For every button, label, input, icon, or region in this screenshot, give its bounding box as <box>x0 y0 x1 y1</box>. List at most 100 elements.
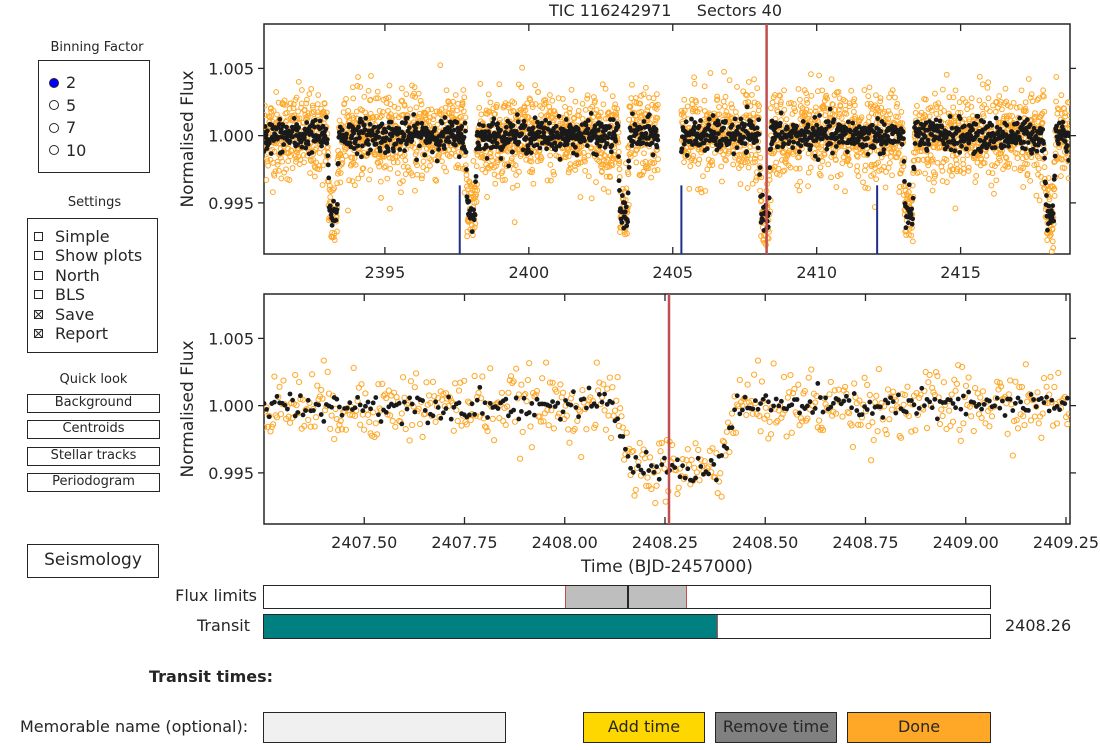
raw-point <box>929 158 935 165</box>
binned-point <box>376 134 382 140</box>
raw-point <box>651 167 658 174</box>
raw-point <box>403 91 410 98</box>
binned-point <box>1043 180 1048 186</box>
raw-point <box>1016 104 1023 110</box>
raw-point <box>779 157 785 163</box>
raw-point <box>385 94 392 101</box>
raw-point <box>980 113 987 120</box>
binning-option-2[interactable]: 2 <box>49 73 76 92</box>
raw-point <box>401 102 408 109</box>
radio-button-icon[interactable] <box>49 122 59 133</box>
raw-point <box>584 92 591 99</box>
raw-point <box>824 95 830 102</box>
setting-report[interactable]: Report <box>34 324 108 343</box>
setting-north[interactable]: North <box>34 266 100 285</box>
raw-point <box>697 185 704 192</box>
raw-point <box>796 154 803 160</box>
binning-option-7[interactable]: 7 <box>49 118 76 137</box>
binning-option-5[interactable]: 5 <box>49 96 76 115</box>
raw-point <box>949 172 955 179</box>
raw-point <box>744 158 751 165</box>
raw-point <box>1054 105 1061 112</box>
raw-point <box>726 77 733 84</box>
checkbox-icon[interactable] <box>34 290 43 300</box>
binned-point <box>279 149 285 155</box>
raw-point <box>610 155 617 162</box>
binned-point <box>978 149 984 154</box>
raw-point <box>719 178 725 185</box>
raw-point <box>391 103 398 110</box>
raw-point <box>909 238 916 245</box>
binned-point <box>368 147 373 153</box>
raw-point <box>350 95 357 102</box>
binned-point <box>655 137 661 143</box>
setting-bls[interactable]: BLS <box>34 285 85 304</box>
raw-point <box>460 87 467 93</box>
stellar-tracks-button[interactable]: Stellar tracks <box>27 446 160 466</box>
raw-point <box>885 116 892 122</box>
x-tick-label: 2409.00 <box>933 533 999 552</box>
raw-point <box>394 153 401 160</box>
binned-point <box>654 144 660 150</box>
raw-point <box>836 95 843 102</box>
raw-point <box>752 152 759 159</box>
setting-simple[interactable]: Simple <box>34 227 110 246</box>
raw-point <box>837 103 844 110</box>
raw-point <box>808 71 814 78</box>
raw-point <box>989 170 996 177</box>
raw-point <box>637 114 644 121</box>
binned-point <box>608 149 614 155</box>
raw-point <box>716 104 722 110</box>
raw-point <box>1036 155 1043 162</box>
binned-point <box>323 114 329 120</box>
raw-point <box>572 167 579 173</box>
binned-point <box>712 130 717 136</box>
raw-point <box>337 150 344 157</box>
raw-point <box>585 152 592 159</box>
radio-button-icon[interactable] <box>49 100 59 110</box>
periodogram-button[interactable]: Periodogram <box>27 472 160 492</box>
raw-point <box>991 190 997 197</box>
raw-point <box>777 101 784 108</box>
binned-point <box>1005 140 1011 145</box>
raw-point <box>888 90 894 97</box>
binned-point <box>865 151 871 157</box>
raw-point <box>368 73 374 79</box>
raw-point <box>399 178 406 185</box>
raw-point <box>854 168 860 174</box>
centroids-button[interactable]: Centroids <box>27 420 160 440</box>
binned-point <box>869 122 875 128</box>
raw-point <box>813 104 819 111</box>
raw-point <box>927 104 934 111</box>
raw-point <box>382 163 389 170</box>
checkbox-icon[interactable] <box>34 232 43 241</box>
raw-point <box>950 104 957 111</box>
binning-option-10[interactable]: 10 <box>49 141 86 160</box>
checkbox-icon[interactable] <box>34 251 43 261</box>
binned-point <box>833 144 839 149</box>
checkbox-icon[interactable] <box>34 270 43 280</box>
setting-save[interactable]: Save <box>34 305 94 324</box>
raw-point <box>787 164 794 171</box>
binned-point <box>419 120 425 126</box>
raw-point <box>885 108 892 114</box>
binned-point <box>916 126 922 132</box>
raw-point <box>681 107 688 114</box>
raw-point <box>894 100 901 107</box>
radio-button-icon[interactable] <box>49 77 59 88</box>
raw-point <box>729 104 735 111</box>
setting-show-plots[interactable]: Show plots <box>34 246 142 265</box>
raw-point <box>452 92 459 98</box>
binned-point <box>856 124 862 130</box>
checkbox-icon[interactable] <box>34 329 43 338</box>
raw-point <box>1003 155 1010 162</box>
raw-point <box>950 94 957 101</box>
raw-point <box>326 182 333 189</box>
binned-point <box>785 126 790 131</box>
binned-point <box>622 209 628 215</box>
background-button[interactable]: Background <box>27 394 160 413</box>
raw-point <box>1027 177 1034 184</box>
checkbox-icon[interactable] <box>34 309 43 319</box>
seismology-button[interactable]: Seismology <box>27 544 159 578</box>
radio-button-icon[interactable] <box>49 145 59 155</box>
